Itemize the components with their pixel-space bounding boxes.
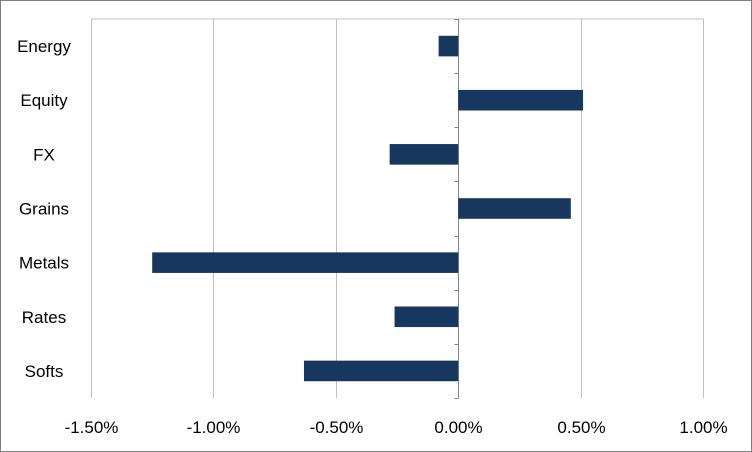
x-tick-label: 0.00% — [434, 418, 482, 437]
category-label: Softs — [25, 362, 64, 381]
x-tick-label: -0.50% — [310, 418, 364, 437]
x-tick-label: -1.50% — [65, 418, 119, 437]
category-axis — [454, 19, 459, 399]
category-labels: Energy Equity FX Grains Metals Rates Softs — [17, 37, 71, 381]
category-label: Grains — [19, 200, 69, 219]
bar-softs — [303, 360, 459, 382]
x-tick-label: 0.50% — [557, 418, 605, 437]
category-label: Energy — [17, 37, 71, 56]
bar-fx — [389, 144, 459, 165]
gridlines — [91, 18, 704, 398]
bar-energy — [438, 35, 459, 57]
x-tick-label: -1.00% — [187, 418, 241, 437]
category-label: Equity — [20, 91, 68, 110]
bar-metals — [152, 252, 459, 273]
bar-rates — [394, 306, 459, 328]
category-label: FX — [33, 145, 55, 164]
x-tick-labels: -1.50% -1.00% -0.50% 0.00% 0.50% 1.00% — [65, 418, 728, 437]
bars — [152, 35, 584, 382]
bar-equity — [458, 89, 584, 111]
x-tick-label: 1.00% — [679, 418, 727, 437]
category-label: Rates — [22, 308, 66, 327]
bar-grains — [458, 198, 571, 219]
category-label: Metals — [19, 254, 69, 273]
